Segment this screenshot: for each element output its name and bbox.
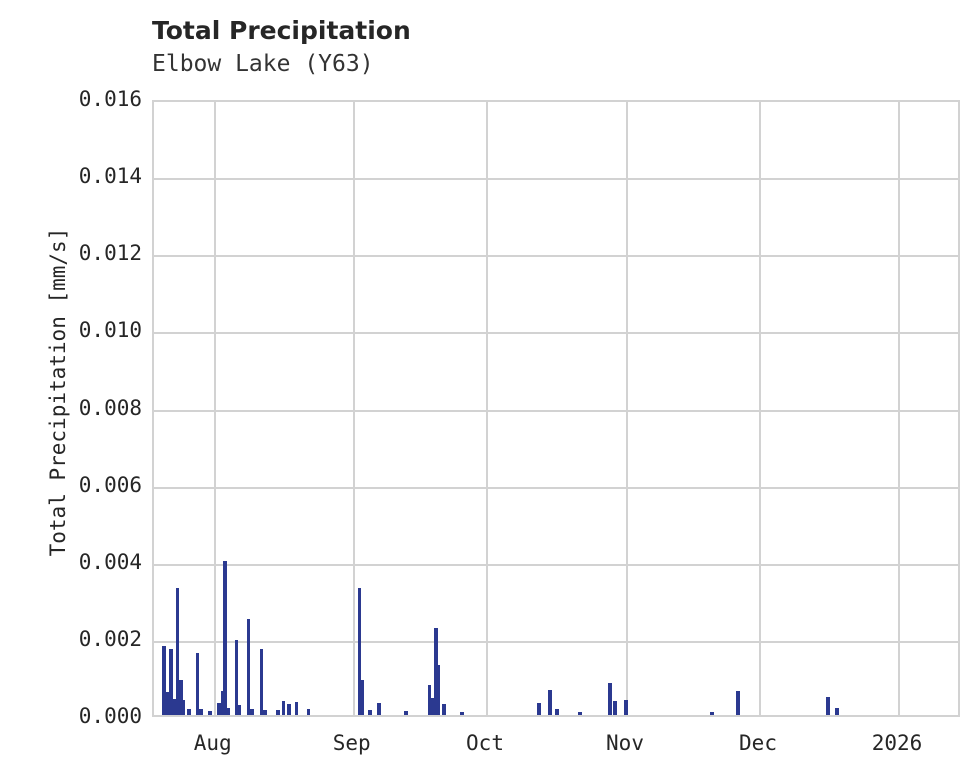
y-axis-tick-label: 0.000 bbox=[78, 704, 142, 728]
data-bar bbox=[608, 683, 612, 715]
data-bar bbox=[360, 679, 365, 715]
data-bar bbox=[220, 691, 225, 715]
data-bar bbox=[208, 711, 212, 715]
data-bar bbox=[246, 619, 251, 715]
grid-line-vertical bbox=[626, 102, 628, 715]
data-bar bbox=[826, 697, 830, 715]
data-bar bbox=[187, 709, 191, 715]
data-bar bbox=[537, 702, 541, 715]
x-axis-tick-label: 2026 bbox=[871, 731, 923, 755]
data-bar bbox=[710, 712, 714, 715]
data-bar bbox=[436, 664, 441, 715]
data-bar bbox=[217, 703, 221, 715]
grid-line-horizontal bbox=[154, 255, 958, 258]
data-bar bbox=[181, 699, 186, 715]
data-bar bbox=[226, 708, 230, 715]
y-axis-tick-label: 0.016 bbox=[78, 87, 142, 111]
data-bar bbox=[179, 679, 183, 715]
data-bar bbox=[234, 639, 239, 715]
data-bar bbox=[555, 708, 559, 715]
data-bar bbox=[442, 704, 446, 715]
plot-area bbox=[152, 100, 960, 717]
y-axis-tick-label: 0.004 bbox=[78, 549, 142, 574]
grid-line-horizontal bbox=[154, 563, 958, 566]
data-bar bbox=[223, 560, 227, 715]
data-bar bbox=[736, 691, 740, 715]
grid-line-vertical bbox=[898, 102, 900, 715]
data-bar bbox=[237, 705, 242, 715]
data-bar bbox=[434, 627, 438, 715]
y-axis-tick-label: 0.002 bbox=[78, 626, 142, 651]
y-axis-tick-label: 0.012 bbox=[78, 241, 142, 266]
data-bar bbox=[835, 708, 839, 715]
data-bar bbox=[172, 698, 176, 715]
data-bar bbox=[287, 704, 291, 715]
grid-line-horizontal bbox=[154, 332, 958, 335]
y-axis-tick-label: 0.014 bbox=[78, 164, 142, 189]
data-bar bbox=[165, 691, 169, 715]
data-bar bbox=[548, 689, 552, 715]
data-bar bbox=[368, 709, 372, 715]
grid-line-vertical bbox=[213, 102, 216, 715]
data-bar bbox=[613, 701, 617, 715]
data-bar bbox=[404, 711, 408, 715]
data-bar bbox=[460, 711, 464, 715]
data-bar bbox=[306, 708, 311, 715]
x-axis-tick-label: Nov bbox=[606, 731, 644, 755]
data-bar bbox=[199, 708, 203, 715]
grid-line-vertical bbox=[352, 102, 355, 715]
data-bar bbox=[162, 646, 166, 715]
data-bar bbox=[263, 709, 267, 715]
data-bar bbox=[578, 711, 582, 715]
grid-line-horizontal bbox=[154, 640, 958, 643]
data-bar bbox=[430, 697, 434, 715]
grid-line-vertical bbox=[759, 102, 761, 715]
x-axis-tick-label: Oct bbox=[466, 731, 504, 755]
grid-line-horizontal bbox=[154, 178, 958, 181]
data-bar bbox=[281, 701, 286, 715]
grid-line-horizontal bbox=[154, 409, 958, 412]
x-axis-tick-label: Aug bbox=[193, 731, 232, 755]
data-bar bbox=[624, 699, 628, 715]
y-axis-tick-label: 0.010 bbox=[78, 318, 142, 343]
data-bar bbox=[175, 587, 180, 715]
data-bar bbox=[276, 710, 280, 715]
y-axis-tick-label: 0.006 bbox=[78, 472, 142, 497]
chart-subtitle: Elbow Lake (Y63) bbox=[152, 51, 374, 77]
data-bar bbox=[169, 648, 173, 715]
grid-line-horizontal bbox=[154, 486, 958, 489]
x-axis-tick-label: Sep bbox=[332, 731, 371, 755]
data-bar bbox=[427, 684, 432, 715]
x-axis-tick-label: Dec bbox=[739, 731, 777, 755]
data-bar bbox=[294, 702, 299, 715]
data-bar bbox=[195, 652, 200, 715]
data-bar bbox=[250, 708, 254, 715]
data-bar bbox=[259, 648, 264, 715]
data-bar bbox=[377, 702, 381, 715]
grid-line-vertical bbox=[486, 102, 488, 715]
page-title: Total Precipitation bbox=[152, 16, 411, 45]
y-axis-tick-layer: Total Precipitation [mm/s] 0.000 0.002 0.0… bbox=[0, 0, 142, 780]
y-axis-tick-label: 0.008 bbox=[78, 395, 142, 420]
data-bar bbox=[357, 587, 362, 715]
